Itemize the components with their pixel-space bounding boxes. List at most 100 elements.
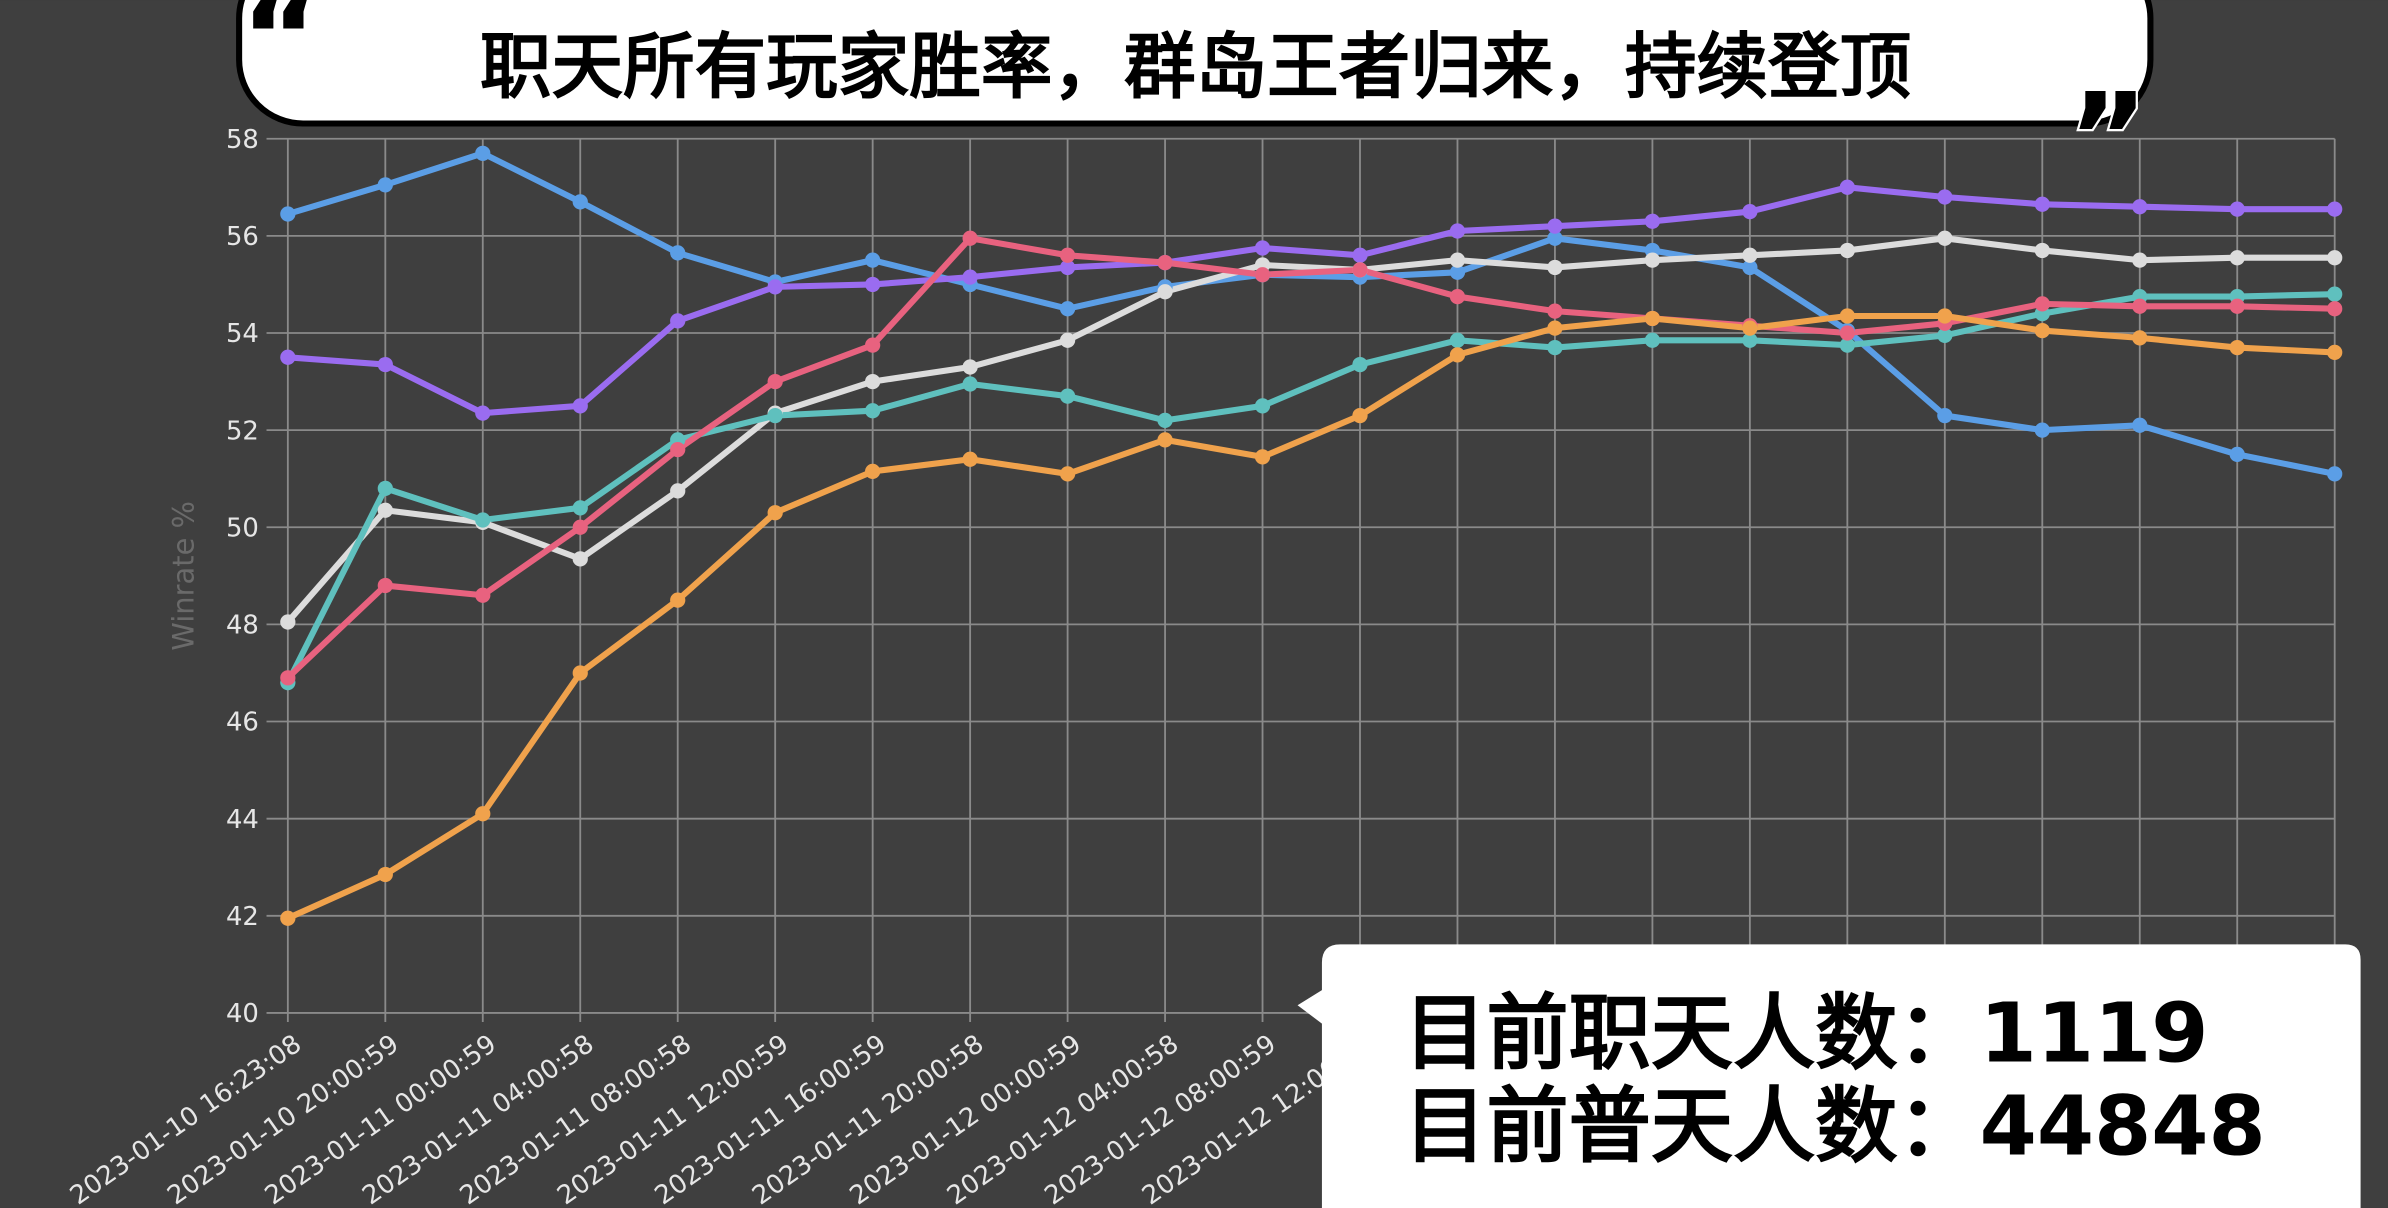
data-point [572,500,588,516]
data-point [767,279,783,295]
data-point [1449,332,1466,348]
data-point [2034,242,2050,259]
data-point [377,502,393,518]
data-point [1547,230,1563,246]
data-point [2034,422,2050,438]
data-point [572,398,588,414]
annotation-box: 目前职天人数：1119 目前普天人数：44848 [1297,944,2361,1208]
data-point [2132,330,2148,346]
data-point [1742,259,1758,276]
title-box [236,0,2154,127]
data-point [2229,201,2245,217]
series-line [285,235,2335,681]
y-tick-label: 54 [226,319,259,349]
data-point [280,349,296,365]
data-point [670,441,686,458]
data-point [1839,308,1855,324]
data-point [280,670,296,686]
data-point [1157,254,1173,271]
data-point [475,806,491,822]
data-point [1937,407,1953,424]
data-point [1059,259,1076,276]
data-point [865,463,881,480]
data-point [572,551,588,567]
data-point [962,359,978,375]
y-tick-label: 58 [226,125,259,155]
data-point [1254,398,1271,414]
data-point [1449,288,1466,305]
data-point [572,665,588,681]
data-point [1742,203,1758,220]
data-point [377,577,393,594]
annotation-line: 目前普天人数：44848 [1404,1080,2266,1175]
y-tick-label: 52 [226,416,259,446]
data-point [1644,332,1661,348]
data-point [1547,320,1563,336]
data-point [280,206,296,222]
data-point [1449,252,1466,268]
data-point [1839,337,1855,353]
data-point [2132,252,2148,268]
data-point [2229,339,2245,356]
y-tick-label: 46 [226,708,259,738]
data-point [1352,247,1368,263]
data-point [1059,301,1076,317]
data-point [1449,223,1466,239]
y-tick-label: 56 [226,222,259,252]
data-point [1254,240,1271,256]
title-bubble: 职天所有玩家胜率，群岛王者归来，持续登顶 “ ” [236,0,2154,211]
data-point [865,337,881,353]
series-line [285,235,2335,624]
data-point [1254,267,1271,283]
data-point [377,866,393,883]
data-point [2229,298,2245,314]
data-point [865,403,881,419]
data-point [1449,264,1466,280]
data-point [2132,417,2148,433]
data-point [1254,449,1271,465]
annotation-bubble [1297,944,2361,1208]
data-point [2034,196,2050,212]
data-point [767,373,783,390]
data-point [2132,199,2148,215]
data-point [2327,286,2343,302]
chart-title: 职天所有玩家胜率，群岛王者归来，持续登顶 [480,26,1911,109]
data-point [2327,301,2343,317]
series-line [287,184,2335,417]
data-point [1644,252,1661,268]
series-line [286,150,2336,477]
data-point [962,269,978,285]
data-point [1157,412,1173,429]
data-point [1839,325,1855,341]
data-point [1937,308,1953,324]
series-line [286,312,2335,921]
data-point [670,245,686,261]
data-point [670,483,686,499]
data-point [1644,310,1661,327]
data-point [280,614,296,630]
data-point [1059,466,1076,482]
y-tick-label: 50 [226,513,259,543]
data-point [767,407,783,424]
data-point [1839,179,1855,195]
data-point [1449,347,1466,363]
data-point [1352,407,1368,424]
data-point [1059,332,1076,348]
data-point [1157,284,1173,300]
data-point [670,592,686,608]
data-point [865,373,881,390]
data-point [865,252,881,268]
data-point [2034,296,2050,312]
data-point [377,356,393,373]
data-point [670,313,686,329]
data-point [1547,339,1563,356]
data-point [2034,322,2050,339]
data-point [1937,327,1953,344]
y-tick-label: 48 [226,611,259,641]
data-point [1059,388,1076,404]
data-point [1352,356,1368,373]
data-point [280,910,296,926]
data-point [865,276,881,293]
